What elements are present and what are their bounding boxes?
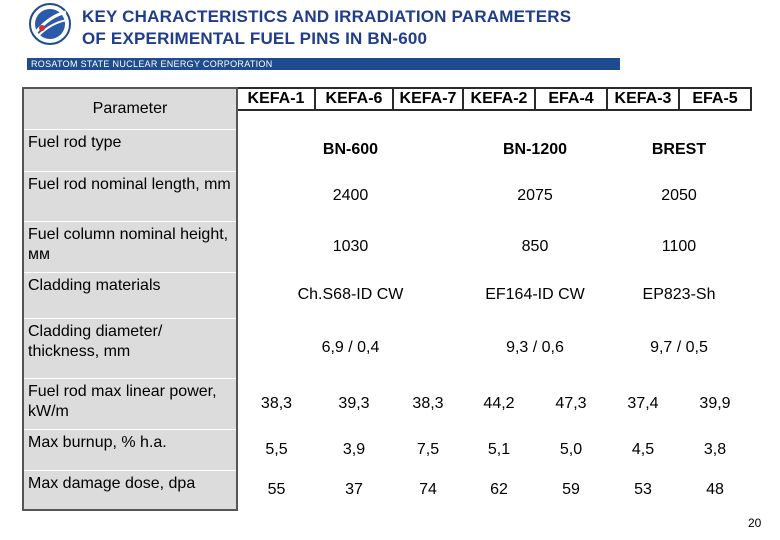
characteristics-table: Parameter KEFA-1 KEFA-6 KEFA-7 KEFA-2 EF… xyxy=(22,87,752,511)
experiment-header: KEFA-6 xyxy=(314,87,394,111)
group-cell: EF164-ID CW xyxy=(485,286,585,303)
group-cell: BREST xyxy=(651,141,707,158)
title-line-1: KEY CHARACTERISTICS AND IRRADIATION PARA… xyxy=(82,7,572,26)
value-cell: 5,5 xyxy=(265,440,288,458)
group-cell: 1100 xyxy=(661,237,697,255)
value-cell: 55 xyxy=(267,481,286,498)
row-label: Cladding diameter/ thickness, mm xyxy=(22,317,238,378)
value-cell: 48 xyxy=(706,481,724,498)
group-cell: BN-1200 xyxy=(502,141,568,158)
value-cell: 59 xyxy=(562,481,580,498)
value-cell: 3,9 xyxy=(342,440,366,458)
slide-title: KEY CHARACTERISTICS AND IRRADIATION PARA… xyxy=(82,6,571,50)
value-cell: 37 xyxy=(345,481,363,498)
page-number: 20 xyxy=(748,516,762,530)
group-cell: 9,7 / 0,5 xyxy=(650,339,708,356)
value-cell: 7,5 xyxy=(416,440,440,458)
experiment-header: KEFA-3 xyxy=(606,87,680,111)
experiment-header: KEFA-2 xyxy=(462,87,536,111)
experiment-header: EFA-4 xyxy=(534,87,608,111)
row-label: Fuel rod nominal length, mm xyxy=(22,170,238,221)
value-cell: 74 xyxy=(419,481,437,498)
corporation-band: ROSATOM STATE NUCLEAR ENERGY CORPORATION xyxy=(27,58,620,70)
experiment-header: KEFA-1 xyxy=(236,87,316,111)
table-row: Fuel rod type BN-600 BN-1200 BREST xyxy=(22,128,751,171)
row-label: Fuel rod max linear power, kW/m xyxy=(22,377,238,429)
group-cell: 2400 xyxy=(332,187,369,204)
header-row: Parameter KEFA-1 KEFA-6 KEFA-7 KEFA-2 EF… xyxy=(22,87,752,129)
table-row: Cladding diameter/ thickness, mm 6,9 / 0… xyxy=(22,317,751,378)
rosatom-logo-icon xyxy=(29,3,71,45)
value-cell: 38,3 xyxy=(260,394,293,412)
table-row: Fuel rod nominal length, mm 2400 2075 20… xyxy=(22,170,751,221)
table-row: Fuel rod max linear power, kW/m 38,3 39,… xyxy=(22,377,751,429)
corporation-name: ROSATOM STATE NUCLEAR ENERGY CORPORATION xyxy=(31,59,273,69)
value-cell: 5,1 xyxy=(487,440,511,458)
row-label: Cladding materials xyxy=(22,271,238,318)
value-cell: 39,9 xyxy=(699,394,731,412)
table-row: Max damage dose, dpa 55 37 74 62 59 53 4… xyxy=(22,469,751,511)
group-cell: 9,3 / 0,6 xyxy=(506,339,564,356)
group-cell: 1030 xyxy=(332,237,369,255)
group-cell: 2075 xyxy=(517,187,553,204)
value-cell: 47,3 xyxy=(555,394,587,412)
row-label: Max burnup, % h.a. xyxy=(22,428,238,470)
value-cell: 39,3 xyxy=(338,394,370,412)
value-cell: 44,2 xyxy=(483,394,515,412)
group-cell: BN-600 xyxy=(322,141,379,158)
experiment-header: EFA-5 xyxy=(678,87,752,111)
characteristics-table-wrapper: Parameter KEFA-1 KEFA-6 KEFA-7 KEFA-2 EF… xyxy=(22,87,752,511)
row-label: Fuel column nominal height, мм xyxy=(22,220,238,272)
value-cell: 5,0 xyxy=(559,440,583,458)
header-spacer xyxy=(237,110,751,129)
group-cell: EP823-Sh xyxy=(642,286,716,303)
group-cell: 6,9 / 0,4 xyxy=(321,339,380,356)
table-row: Fuel column nominal height, мм 1030 850 … xyxy=(22,220,751,272)
title-line-2: OF EXPERIMENTAL FUEL PINS IN BN-600 xyxy=(82,29,428,48)
value-cell: 38,3 xyxy=(412,394,444,412)
row-label: Fuel rod type xyxy=(22,128,238,171)
table-row: Max burnup, % h.a. 5,5 3,9 7,5 5,1 5,0 4… xyxy=(22,428,751,470)
group-cell: 850 xyxy=(521,237,549,255)
table-row: Cladding materials Ch.S68-ID CW EF164-ID… xyxy=(22,271,751,318)
group-cell: Ch.S68-ID CW xyxy=(297,286,404,303)
value-cell: 37,4 xyxy=(627,394,659,412)
parameter-header: Parameter xyxy=(22,87,238,129)
row-label: Max damage dose, dpa xyxy=(22,469,238,511)
value-cell: 62 xyxy=(490,481,508,498)
value-cell: 53 xyxy=(634,481,652,498)
value-cell: 4,5 xyxy=(631,440,655,458)
experiment-header: KEFA-7 xyxy=(392,87,464,111)
value-cell: 3,8 xyxy=(703,440,727,458)
group-cell: 2050 xyxy=(661,187,697,204)
